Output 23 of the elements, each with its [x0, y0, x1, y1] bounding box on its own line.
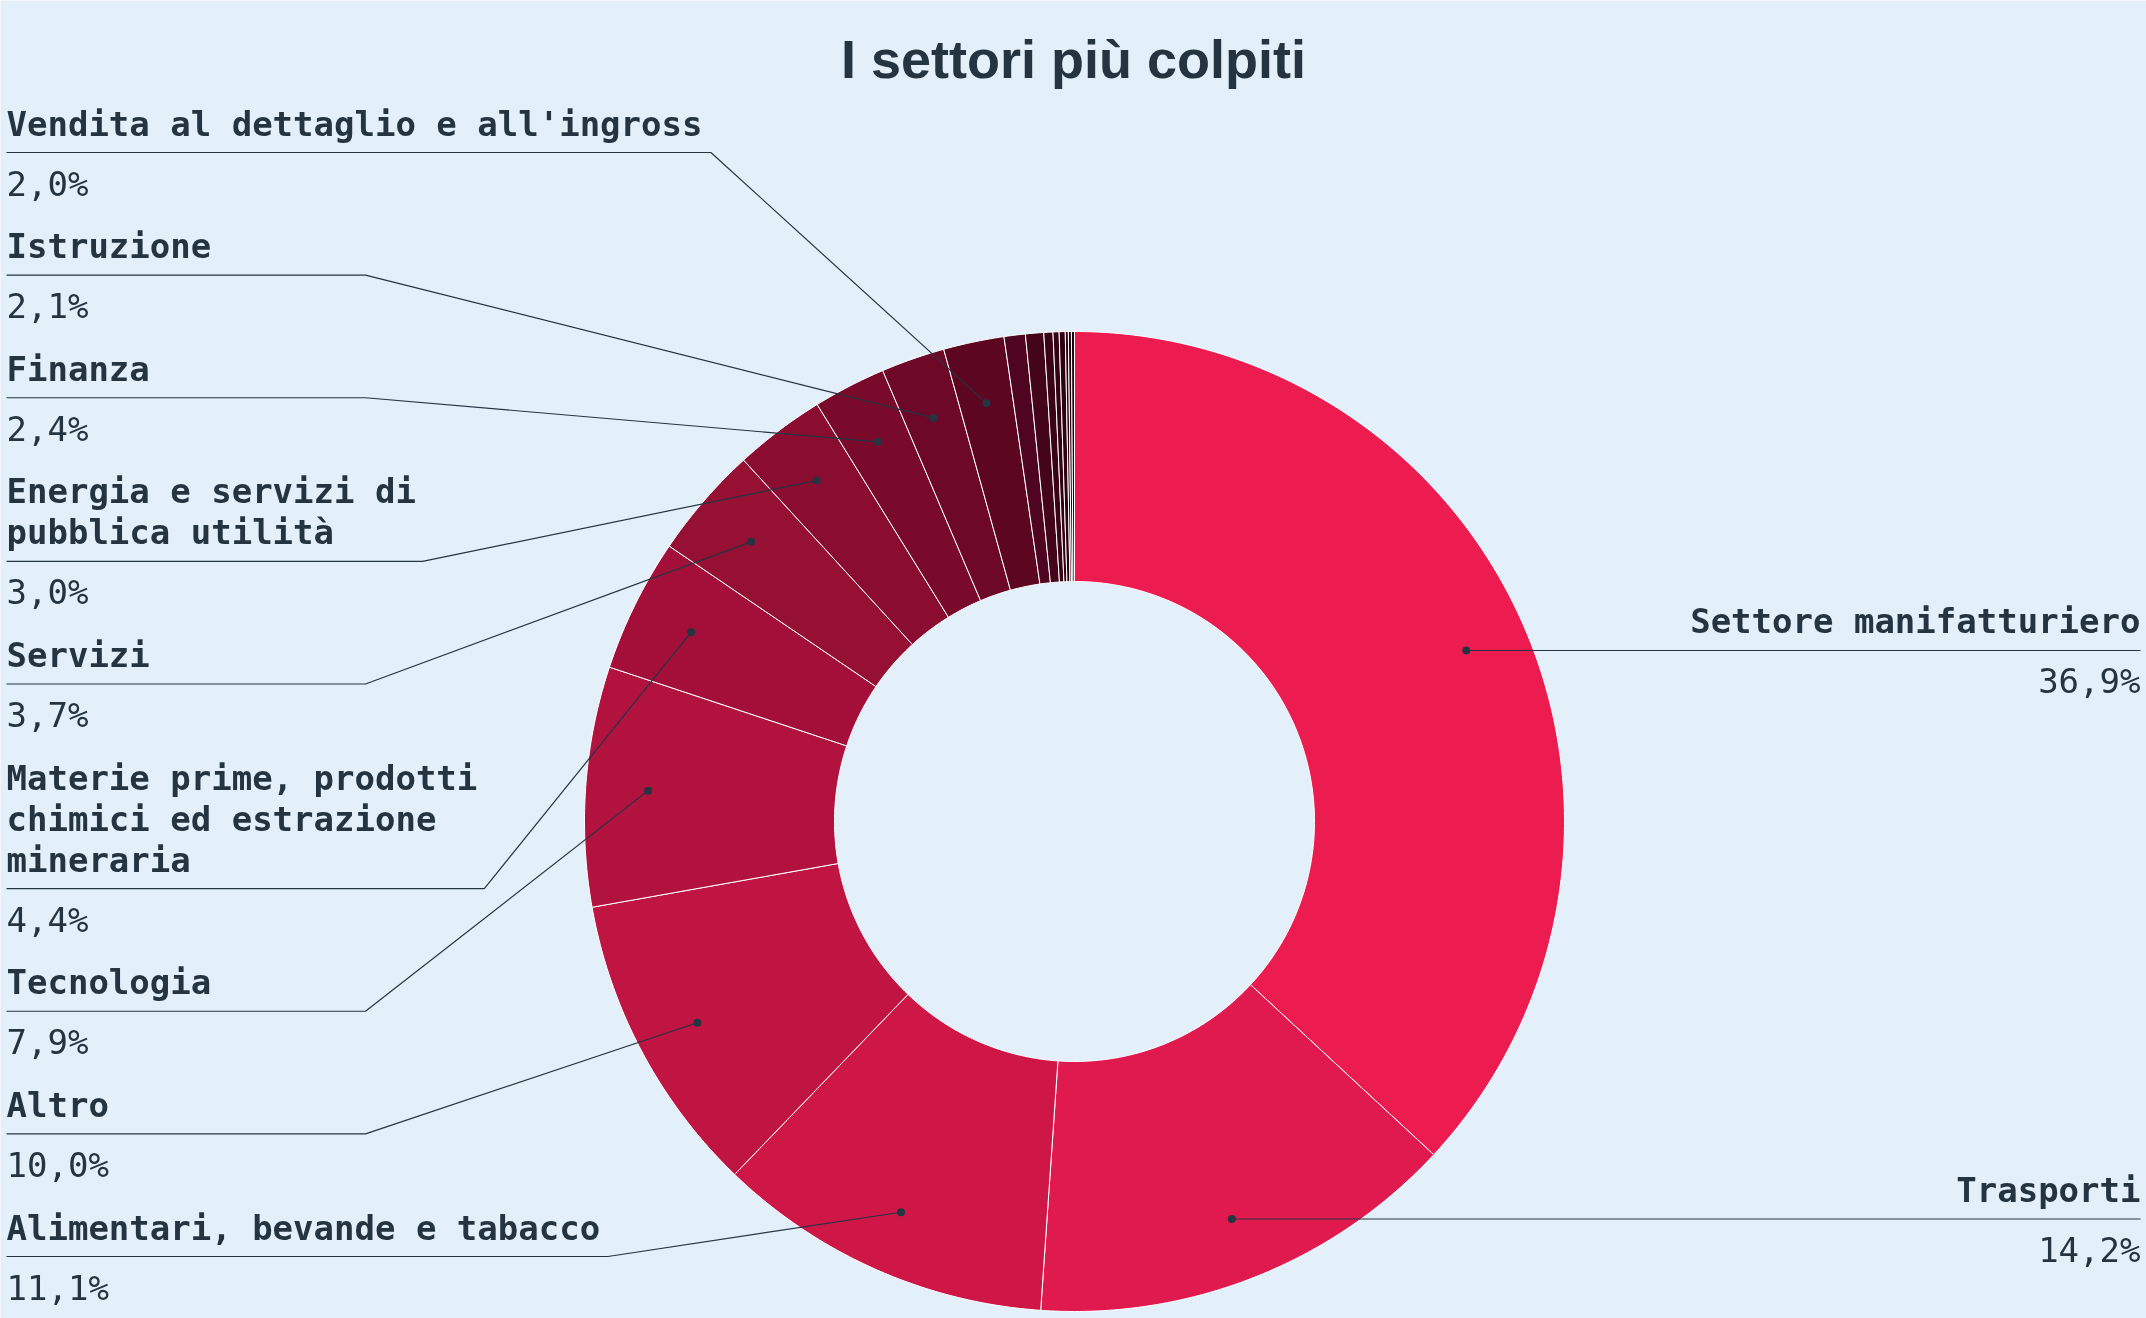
slice-label: Energia e servizi di pubblica utilità [6, 471, 416, 553]
data-label: 36,9% [2038, 661, 2141, 702]
chart-title: I settori più colpiti [840, 28, 1307, 89]
data-label: 14,2% [2038, 1229, 2141, 1270]
data-label: 4,4% [6, 899, 89, 940]
data-label: 2,4% [6, 408, 89, 449]
slice-label: Trasporti [1956, 1169, 2141, 1210]
slice-label: Materie prime, prodotti chimici ed estrazione mineraria [6, 757, 478, 880]
data-label: 7,9% [6, 1022, 89, 1063]
data-label: 11,1% [6, 1267, 109, 1308]
slice-label: Tecnologia [6, 962, 212, 1003]
data-label: 3,0% [6, 572, 89, 613]
slice-label: Altro [6, 1084, 109, 1125]
slice-label: Settore manifatturiero [1690, 601, 2141, 642]
slice-label: Servizi [6, 635, 150, 675]
slice-label: Vendita al dettaglio e all'ingross [6, 103, 703, 144]
slice-label: Finanza [6, 348, 150, 389]
data-label: 2,0% [6, 163, 89, 204]
slice-label: Istruzione [6, 226, 212, 267]
data-label: 3,7% [6, 695, 89, 735]
slice-label: Alimentari, bevande e tabacco [6, 1207, 601, 1248]
data-label: 2,1% [6, 286, 89, 327]
data-label: 10,0% [6, 1144, 109, 1185]
